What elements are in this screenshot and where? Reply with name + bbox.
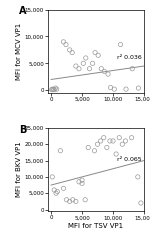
Point: [119, 43, 122, 47]
Point: [55, 191, 57, 195]
Point: [56, 87, 58, 91]
Point: [109, 139, 111, 143]
Point: [52, 88, 55, 91]
Point: [75, 64, 77, 68]
Point: [100, 67, 102, 71]
Point: [124, 139, 127, 143]
Point: [91, 61, 94, 65]
Point: [87, 146, 89, 150]
Point: [78, 180, 80, 184]
Point: [85, 56, 87, 60]
Point: [121, 142, 123, 146]
Point: [103, 70, 106, 73]
Point: [112, 139, 114, 143]
Point: [54, 86, 57, 90]
Point: [130, 136, 133, 140]
Point: [107, 72, 109, 76]
Point: [94, 51, 96, 54]
Point: [82, 61, 84, 65]
Point: [137, 86, 140, 90]
Point: [137, 175, 139, 179]
Text: r² 0.065: r² 0.065: [117, 157, 142, 162]
Point: [59, 149, 62, 153]
Point: [103, 136, 105, 140]
Point: [81, 181, 83, 185]
Point: [51, 88, 53, 92]
Point: [93, 149, 96, 153]
Point: [62, 186, 65, 190]
Point: [140, 201, 142, 205]
Point: [72, 198, 74, 202]
Point: [69, 48, 71, 52]
Point: [97, 53, 99, 57]
Point: [78, 67, 80, 71]
Point: [81, 178, 83, 182]
Point: [115, 152, 117, 156]
Point: [131, 67, 134, 71]
Point: [106, 146, 108, 150]
Point: [53, 188, 55, 192]
Point: [62, 40, 65, 44]
Point: [71, 51, 73, 54]
Text: A: A: [19, 6, 27, 16]
Y-axis label: MFI for BKV VP1: MFI for BKV VP1: [16, 142, 22, 198]
Point: [109, 86, 112, 90]
Text: r² 0.036: r² 0.036: [117, 55, 142, 60]
Point: [56, 190, 58, 193]
Text: B: B: [19, 125, 27, 135]
Point: [51, 175, 54, 179]
Point: [118, 136, 120, 140]
X-axis label: MFI for TSV VP1: MFI for TSV VP1: [68, 223, 124, 229]
Point: [96, 142, 99, 146]
Point: [84, 198, 86, 202]
Point: [88, 67, 91, 71]
Point: [113, 87, 116, 91]
Point: [65, 198, 68, 202]
Point: [99, 139, 102, 143]
Point: [75, 199, 77, 203]
Point: [51, 87, 54, 91]
Y-axis label: MFI for MCV VP1: MFI for MCV VP1: [16, 23, 22, 80]
Point: [69, 199, 71, 203]
Point: [53, 88, 55, 92]
Point: [125, 87, 127, 91]
Point: [65, 43, 67, 47]
